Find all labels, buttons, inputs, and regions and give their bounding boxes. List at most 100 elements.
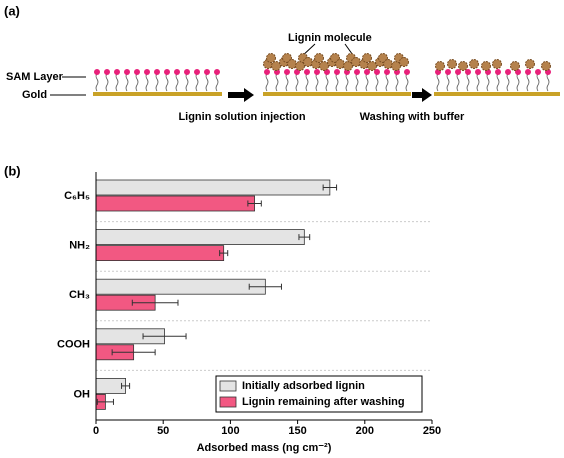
y-tick-label: C₆H₅	[64, 190, 90, 202]
gold-layer	[263, 92, 411, 96]
lignin	[525, 59, 535, 69]
sam-head	[104, 69, 110, 75]
sam-head	[194, 69, 200, 75]
sam-chain	[275, 73, 279, 92]
x-tick-label: 200	[356, 425, 374, 437]
bar	[95, 229, 305, 246]
error-bar	[247, 200, 262, 207]
legend-label: Initially adsorbed lignin	[242, 380, 365, 392]
error-bar	[322, 184, 338, 191]
error-bar	[96, 398, 114, 405]
x-tick-label: 50	[157, 425, 169, 437]
sam-chain	[446, 73, 450, 92]
sam-head	[204, 69, 210, 75]
sam-chain	[456, 73, 460, 92]
gold-layer	[93, 92, 222, 96]
lignin	[469, 59, 479, 69]
x-tick-label: 0	[93, 425, 99, 437]
sam-head	[124, 69, 130, 75]
sam-chain	[215, 73, 219, 92]
gold-label: Gold	[22, 89, 47, 101]
step-label: Lignin solution injection	[178, 111, 305, 123]
lignin	[378, 53, 388, 63]
diagram	[93, 53, 560, 96]
error-bar	[219, 250, 229, 257]
sam-head	[384, 69, 390, 75]
error-bar	[142, 333, 187, 340]
error-bar	[298, 234, 311, 241]
sam-chain	[135, 73, 139, 92]
sam-head	[154, 69, 160, 75]
sam-chain	[325, 73, 329, 92]
sam-head	[144, 69, 150, 75]
sam-head	[465, 69, 471, 75]
x-axis-label: Adsorbed mass (ng cm⁻²)	[197, 442, 332, 454]
sam-head	[525, 69, 531, 75]
sam-head	[174, 69, 180, 75]
lignin	[367, 61, 377, 71]
sam-chain	[295, 73, 299, 92]
sam-chain	[265, 73, 269, 92]
sam-head	[334, 69, 340, 75]
panel-label: (a)	[4, 3, 20, 18]
sam-head	[475, 69, 481, 75]
sam-chain	[195, 73, 199, 92]
lignin	[435, 61, 445, 71]
sam-head	[294, 69, 300, 75]
sam-chain	[345, 73, 349, 92]
sam-chain	[285, 73, 289, 92]
sam-chain	[155, 73, 159, 92]
error-bar	[131, 299, 179, 306]
y-tick-label: COOH	[57, 339, 90, 351]
bar	[95, 179, 331, 196]
sam-head	[495, 69, 501, 75]
error-bar	[121, 382, 131, 389]
molecule-label: Lignin molecule	[288, 32, 372, 44]
lignin	[362, 53, 372, 63]
sam-chain	[405, 73, 409, 92]
bar	[95, 278, 266, 295]
y-tick-label: OH	[74, 388, 91, 400]
sam-chain	[486, 73, 490, 92]
sam-chain	[546, 73, 550, 92]
sam-chain	[105, 73, 109, 92]
sam-head	[455, 69, 461, 75]
sam-head	[404, 69, 410, 75]
sam-head	[214, 69, 220, 75]
y-tick-label: CH₃	[69, 289, 90, 301]
lignin	[399, 57, 409, 67]
sam-label: SAM Layer	[6, 71, 64, 83]
error-bar	[111, 349, 156, 356]
sam-chain	[476, 73, 480, 92]
lignin	[330, 53, 340, 63]
sam-head	[505, 69, 511, 75]
panel-label: (b)	[4, 163, 21, 178]
sam-chain	[205, 73, 209, 92]
gold-layer	[434, 92, 560, 96]
sam-chain	[315, 73, 319, 92]
lignin	[266, 53, 276, 63]
sam-chain	[365, 73, 369, 92]
lignin	[391, 61, 401, 71]
sam-chain	[175, 73, 179, 92]
sam-chain	[125, 73, 129, 92]
sam-head	[94, 69, 100, 75]
legend-box	[215, 375, 423, 413]
sam-head	[114, 69, 120, 75]
lignin	[510, 61, 520, 71]
sam-chain	[436, 73, 440, 92]
x-tick-label: 250	[423, 425, 441, 437]
sam-head	[324, 69, 330, 75]
sam-chain	[496, 73, 500, 92]
legend-label: Lignin remaining after washing	[242, 396, 405, 408]
lignin	[541, 61, 551, 71]
sam-chain	[95, 73, 99, 92]
lignin	[481, 61, 491, 71]
step-label: Washing with buffer	[360, 111, 465, 123]
sam-head	[354, 69, 360, 75]
sam-head	[314, 69, 320, 75]
bar	[95, 195, 255, 212]
sam-chain	[185, 73, 189, 92]
sam-chain	[355, 73, 359, 92]
arrow	[412, 88, 432, 102]
